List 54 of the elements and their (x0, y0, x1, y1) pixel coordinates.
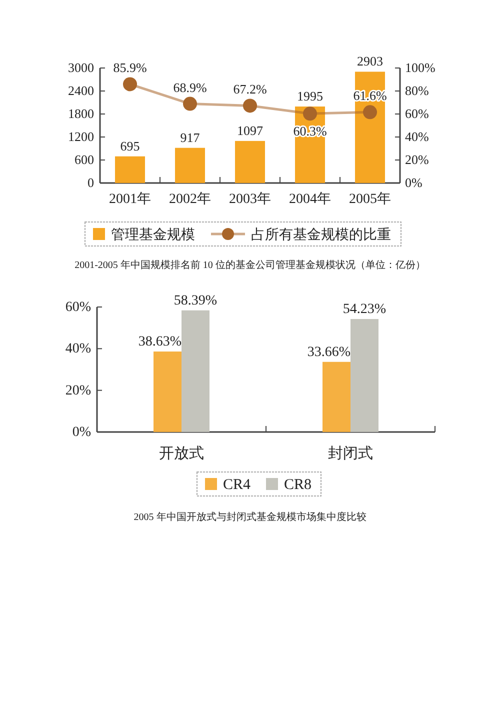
data-label: 68.9% (173, 80, 207, 95)
x-tick-label: 2004年 (289, 191, 331, 207)
legend-label: CR8 (284, 477, 312, 493)
point (303, 106, 317, 121)
data-label: 58.39% (174, 293, 218, 308)
bar (350, 319, 378, 432)
legend-label: 管理基金规模 (111, 227, 195, 243)
data-label: 38.63% (138, 334, 182, 350)
x-tick-label: 2003年 (229, 191, 271, 207)
data-label: 33.66% (307, 344, 351, 360)
legend-label: 占所有基金规模的比重 (251, 227, 391, 243)
data-label: 917 (180, 130, 200, 145)
y-tick-label: 40% (65, 342, 92, 357)
data-label: 695 (120, 138, 140, 154)
y-tick-label: 2400 (68, 83, 94, 98)
y2-tick-label: 20% (405, 152, 429, 167)
y-tick-label: 60% (65, 300, 92, 315)
x-tick-label: 2001年 (109, 191, 151, 207)
y2-tick-label: 60% (405, 106, 429, 121)
y-tick-label: 0 (88, 175, 94, 190)
y-tick-label: 1200 (68, 129, 94, 144)
y-tick-label: 600 (74, 152, 94, 167)
bar (182, 310, 210, 432)
bar (355, 72, 385, 183)
y-tick-label: 3000 (68, 60, 94, 75)
y2-tick-label: 40% (405, 129, 429, 144)
bar (322, 362, 350, 432)
point (243, 98, 257, 113)
bar (235, 140, 265, 183)
x-tick-label: 2005年 (349, 191, 391, 207)
data-label: 85.9% (113, 60, 147, 76)
x-tick-label: 2002年 (169, 191, 211, 207)
y2-tick-label: 100% (405, 60, 436, 75)
data-label: 2903 (357, 54, 383, 69)
y-tick-label: 20% (65, 383, 92, 398)
x-tick-label: 开放式 (159, 445, 204, 462)
point (183, 96, 197, 111)
data-label: 1097 (237, 122, 264, 138)
data-label: 54.23% (342, 302, 386, 318)
bar (115, 156, 145, 183)
data-label: 1995 (297, 88, 323, 104)
y-tick-label: 1800 (68, 106, 94, 121)
bar (154, 352, 182, 432)
point (123, 77, 137, 92)
bar (175, 148, 205, 183)
y-tick-label: 0% (72, 425, 92, 440)
text: 2005 年中国开放式与封闭式基金规模市场集中度比较 (134, 511, 366, 523)
y2-tick-label: 0% (405, 175, 422, 190)
point (363, 105, 377, 120)
text: 2001-2005 年中国规模排名前 10 位的基金公司管理基金规模状况（单位：亿份） (74, 259, 426, 271)
x-tick-label: 封闭式 (328, 445, 373, 462)
data-label: 67.2% (233, 82, 267, 97)
y2-tick-label: 80% (405, 83, 429, 98)
legend-label: CR4 (223, 477, 252, 493)
